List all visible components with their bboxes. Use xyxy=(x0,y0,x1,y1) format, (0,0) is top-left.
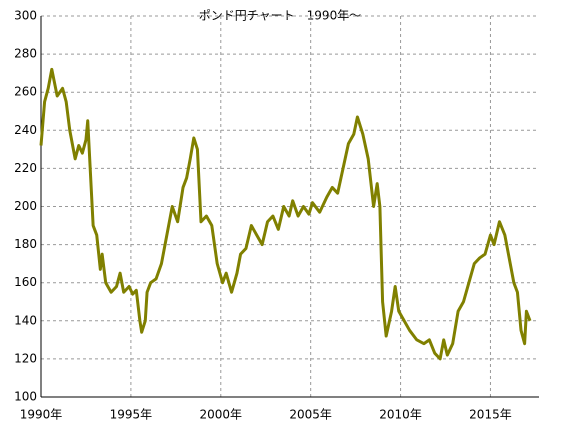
x-tick-label: 1995年 xyxy=(110,408,153,422)
y-tick-label: 200 xyxy=(14,199,37,213)
x-tick-label: 2015年 xyxy=(469,408,512,422)
y-tick-label: 100 xyxy=(14,390,37,404)
y-tick-label: 240 xyxy=(14,123,37,137)
y-tick-label: 140 xyxy=(14,313,37,327)
y-tick-label: 180 xyxy=(14,237,37,251)
x-tick-label: 2010年 xyxy=(379,408,422,422)
y-tick-label: 280 xyxy=(14,47,37,61)
x-tick-label: 1990年 xyxy=(20,408,63,422)
y-tick-label: 120 xyxy=(14,351,37,365)
y-tick-label: 220 xyxy=(14,161,37,175)
chart-title: ポンド円チャート 1990年～ xyxy=(199,9,361,23)
x-tick-label: 2000年 xyxy=(200,408,243,422)
y-tick-label: 300 xyxy=(14,9,37,23)
line-series xyxy=(39,67,532,361)
y-tick-label: 160 xyxy=(14,275,37,289)
x-tick-label: 2005年 xyxy=(289,408,332,422)
y-tick-label: 260 xyxy=(14,85,37,99)
